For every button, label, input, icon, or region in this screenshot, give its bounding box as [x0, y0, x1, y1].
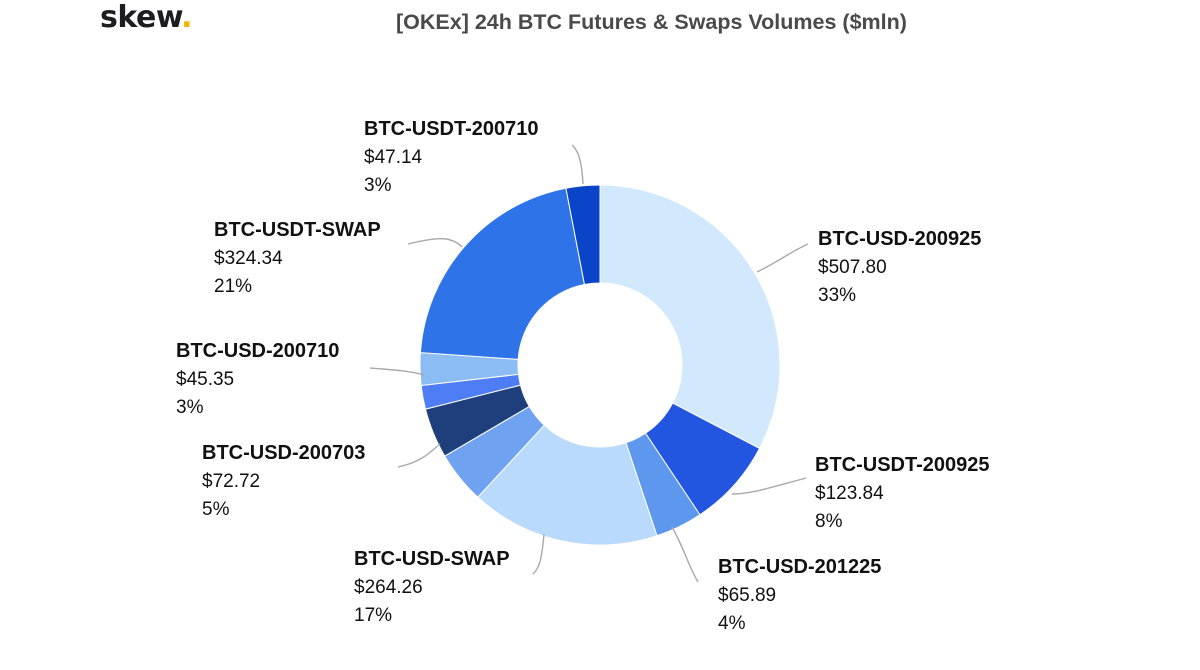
slice-label-name: BTC-USDT-200925 — [815, 454, 990, 476]
slice-label-name: BTC-USD-SWAP — [354, 548, 510, 570]
leader-line — [671, 526, 699, 583]
leader-line — [571, 144, 584, 185]
labels-group: BTC-USD-200925 $507.80 33% BTC-USDT-200925 $… — [176, 118, 990, 634]
slice-label-name: BTC-USDT-SWAP — [214, 219, 381, 241]
leader-line — [369, 367, 425, 376]
slice-label-value: $45.35 — [176, 369, 234, 390]
brand-dot: . — [181, 0, 193, 35]
slice-label-value: $264.26 — [354, 577, 423, 598]
leader-line — [756, 243, 809, 273]
slice-label-percent: 17% — [354, 605, 392, 626]
slice-label-percent: 3% — [364, 175, 392, 196]
slice-label-percent: 3% — [176, 397, 204, 418]
slice-label-name: BTC-USD-200925 — [818, 228, 981, 250]
slice-label-percent: 5% — [202, 499, 230, 520]
slice-label-value: $507.80 — [818, 257, 887, 278]
slice-label-name: BTC-USD-201225 — [718, 556, 881, 578]
leader-line — [397, 443, 441, 468]
slice-label-name: BTC-USD-200703 — [202, 442, 365, 464]
slice-label-name: BTC-USD-200710 — [176, 340, 339, 362]
leader-line — [532, 533, 545, 575]
slices-group — [419, 184, 781, 546]
slice-label-value: $324.34 — [214, 248, 283, 269]
leader-lines-group — [369, 144, 809, 583]
slice-label-percent: 4% — [718, 613, 746, 634]
slice-label-value: $65.89 — [718, 585, 776, 606]
donut-slice-btc-usdt-200710 — [565, 184, 601, 286]
chart-title: [OKEx] 24h BTC Futures & Swaps Volumes (… — [396, 10, 907, 34]
slice-label-percent: 33% — [818, 285, 856, 306]
slice-label-name: BTC-USDT-200710 — [364, 118, 539, 140]
slice-label-value: $47.14 — [364, 147, 423, 168]
slice-label-percent: 8% — [815, 511, 843, 532]
slice-label-value: $123.84 — [815, 483, 884, 504]
slice-label-value: $72.72 — [202, 471, 260, 492]
donut-slice-btc-usd-200925 — [599, 184, 781, 450]
donut-slice-btc-usdt-swap — [419, 187, 586, 360]
leader-line — [407, 238, 463, 248]
brand-logo: skew. — [100, 0, 193, 35]
slice-label-percent: 21% — [214, 276, 252, 297]
donut-slice-btc-usd-swap — [477, 424, 658, 546]
brand-text: skew — [100, 0, 182, 35]
leader-line — [731, 477, 807, 495]
